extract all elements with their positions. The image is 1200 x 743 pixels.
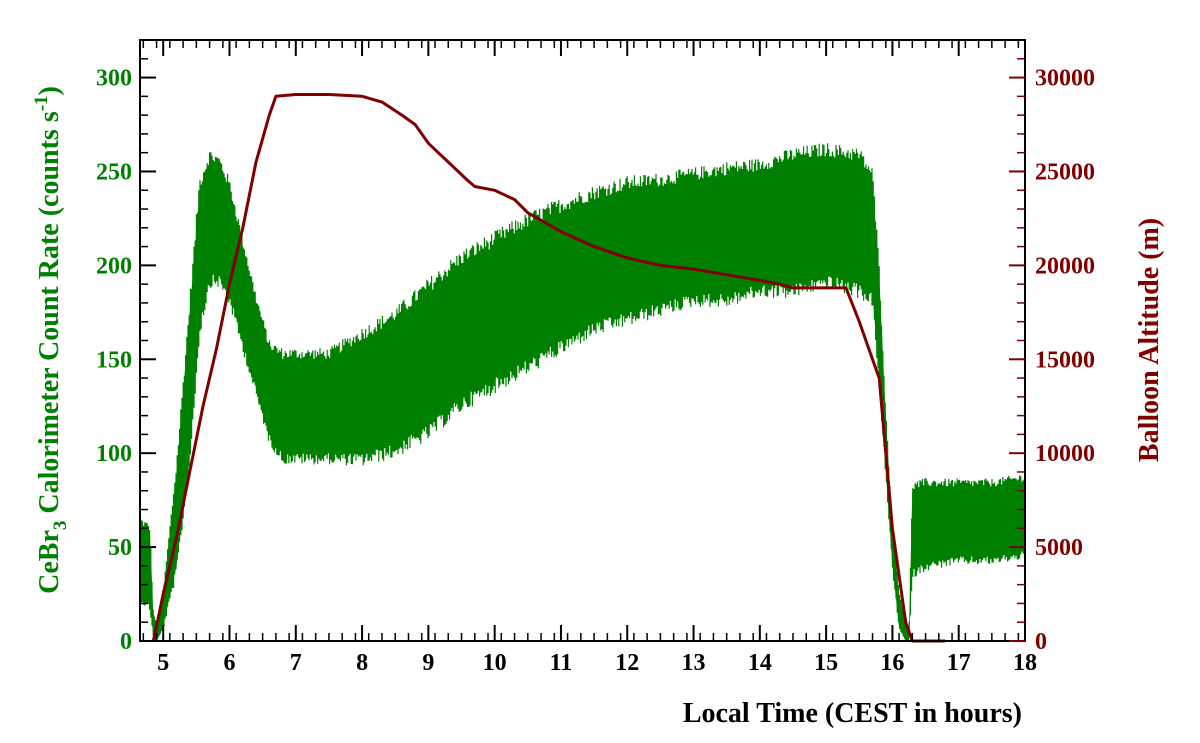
x-tick-label: 14 bbox=[748, 650, 772, 676]
y-left-tick-label: 200 bbox=[96, 253, 132, 279]
x-tick-label: 12 bbox=[615, 650, 639, 676]
x-tick-label: 11 bbox=[550, 650, 573, 676]
x-tick-label: 7 bbox=[290, 650, 302, 676]
y-left-tick-label: 50 bbox=[108, 535, 132, 561]
tick-label-group: 5 6 7 8 9 10 11 12 13 14 15 16 17 1805010015020025030… bbox=[96, 66, 1095, 676]
x-tick-label: 6 bbox=[223, 650, 235, 676]
count-rate-noise bbox=[139, 143, 1025, 641]
left-y-axis-title-superscript: -1 bbox=[31, 95, 52, 111]
x-tick-label: 5 bbox=[157, 650, 169, 676]
y-right-tick-label: 0 bbox=[1035, 629, 1047, 655]
left-y-axis-title-middle: Calorimeter Count Rate (counts s bbox=[34, 111, 65, 520]
x-tick-label: 18 bbox=[1013, 650, 1037, 676]
x-tick-label: 10 bbox=[483, 650, 507, 676]
y-right-tick-label: 30000 bbox=[1035, 66, 1095, 92]
y-right-tick-label: 5000 bbox=[1035, 535, 1083, 561]
right-y-axis-title: Balloon Altitude (m) bbox=[1134, 218, 1165, 462]
y-left-tick-label: 0 bbox=[120, 629, 132, 655]
altitude-line bbox=[151, 93, 946, 643]
y-right-tick-label: 20000 bbox=[1035, 253, 1095, 279]
left-y-axis-title-subscript: 3 bbox=[50, 521, 71, 531]
left-y-axis-title-suffix: ) bbox=[34, 86, 65, 95]
x-tick-label: 17 bbox=[947, 650, 971, 676]
x-tick-label: 15 bbox=[814, 650, 838, 676]
left-y-axis-title: CeBr3 Calorimeter Count Rate (counts s-1… bbox=[31, 86, 71, 594]
count-rate-band-group bbox=[139, 143, 1025, 641]
left-y-axis-title-prefix: CeBr bbox=[34, 530, 65, 594]
y-left-tick-label: 300 bbox=[96, 66, 132, 92]
y-left-tick-label: 250 bbox=[96, 159, 132, 185]
x-axis-title: Local Time (CEST in hours) bbox=[683, 698, 1022, 729]
y-left-tick-label: 100 bbox=[96, 441, 132, 467]
y-right-tick-label: 15000 bbox=[1035, 347, 1095, 373]
y-right-tick-label: 25000 bbox=[1035, 159, 1095, 185]
x-tick-label: 16 bbox=[880, 650, 904, 676]
x-tick-label: 9 bbox=[422, 650, 434, 676]
tick-group bbox=[140, 40, 1026, 642]
altitude-line-group bbox=[151, 93, 946, 643]
x-tick-label: 13 bbox=[682, 650, 706, 676]
y-left-tick-label: 150 bbox=[96, 347, 132, 373]
y-right-tick-label: 10000 bbox=[1035, 441, 1095, 467]
x-tick-label: 8 bbox=[356, 650, 368, 676]
